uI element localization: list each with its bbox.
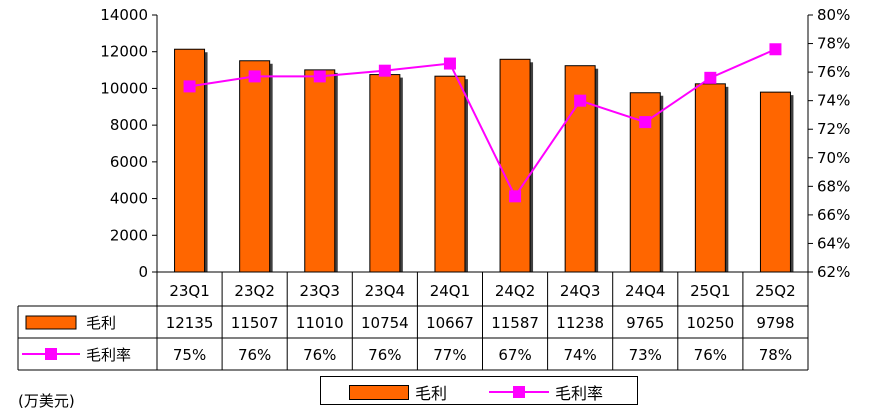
row-key-gross-profit (25, 315, 77, 330)
right-tick-label: 64% (817, 234, 850, 252)
bar-23Q3 (304, 69, 336, 273)
gross-margin-value: 76% (368, 346, 401, 364)
legend-item-gross-profit: 毛利 (349, 380, 447, 404)
gross-profit-value: 10250 (686, 314, 734, 332)
margin-marker-23Q4 (378, 64, 391, 77)
gross-profit-value: 11238 (556, 314, 604, 332)
legend-label-gross-profit: 毛利 (415, 384, 448, 403)
left-tick-label: 6000 (110, 153, 148, 171)
gross-profit-value: 9765 (626, 314, 664, 332)
bar-25Q2 (759, 91, 791, 273)
category-label: 23Q1 (169, 282, 209, 300)
bar-25Q1 (694, 83, 726, 273)
right-tick-label: 80% (817, 6, 850, 24)
gross-margin-value: 76% (303, 346, 336, 364)
gross-profit-value: 10754 (361, 314, 409, 332)
gross-profit-value: 12135 (166, 314, 214, 332)
right-tick-label: 68% (817, 177, 850, 195)
bar-24Q2 (499, 58, 531, 273)
margin-marker-23Q2 (248, 70, 261, 83)
bar-24Q1 (434, 75, 466, 273)
gross-margin-value: 78% (759, 346, 792, 364)
margin-marker-25Q2 (769, 43, 782, 56)
category-label: 23Q3 (300, 282, 340, 300)
right-tick-label: 66% (817, 206, 850, 224)
gross-margin-value: 67% (498, 346, 531, 364)
gross-profit-value: 11010 (296, 314, 344, 332)
left-tick-label: 10000 (100, 79, 148, 97)
category-label: 23Q4 (365, 282, 405, 300)
right-tick-label: 78% (817, 35, 850, 53)
category-label: 25Q2 (755, 282, 795, 300)
right-tick-label: 70% (817, 149, 850, 167)
category-label: 24Q2 (495, 282, 535, 300)
row-key-marker (45, 348, 57, 360)
right-tick-label: 62% (817, 263, 850, 281)
margin-marker-24Q4 (639, 116, 652, 129)
gross-margin-value: 76% (694, 346, 727, 364)
left-tick-label: 2000 (110, 226, 148, 244)
unit-note: (万美元) (18, 392, 75, 410)
gross-profit-value: 11587 (491, 314, 539, 332)
margin-line (189, 48, 776, 199)
row-header-gross-profit: 毛利 (86, 314, 116, 332)
margin-marker-24Q1 (443, 57, 456, 70)
legend: 毛利 毛利率 (320, 376, 638, 405)
margin-marker-25Q1 (704, 71, 717, 84)
bar-23Q4 (369, 74, 401, 273)
left-tick-label: 4000 (110, 190, 148, 208)
bar-23Q2 (239, 60, 271, 273)
category-label: 24Q1 (430, 282, 470, 300)
left-tick-label: 8000 (110, 116, 148, 134)
gross-profit-value: 11507 (231, 314, 279, 332)
margin-marker-24Q2 (509, 190, 522, 203)
legend-item-gross-margin: 毛利率 (489, 380, 603, 404)
margin-marker-24Q3 (574, 94, 587, 107)
legend-line-swatch (489, 382, 549, 402)
gross-margin-value: 73% (629, 346, 662, 364)
left-tick-label: 0 (138, 263, 148, 281)
category-label: 23Q2 (234, 282, 274, 300)
legend-bar-swatch (349, 384, 409, 400)
row-header-gross-margin: 毛利率 (86, 346, 131, 364)
gross-margin-value: 76% (238, 346, 271, 364)
gross-margin-value: 75% (173, 346, 206, 364)
margin-marker-23Q3 (313, 70, 326, 83)
legend-label-gross-margin: 毛利率 (555, 384, 604, 403)
category-label: 25Q1 (690, 282, 730, 300)
margin-marker-23Q1 (183, 80, 196, 93)
gross-profit-value: 9798 (756, 314, 794, 332)
left-tick-label: 12000 (100, 43, 148, 61)
gross-margin-value: 77% (433, 346, 466, 364)
gross-margin-value: 74% (563, 346, 596, 364)
right-tick-label: 74% (817, 92, 850, 110)
category-label: 24Q3 (560, 282, 600, 300)
right-tick-label: 76% (817, 63, 850, 81)
category-label: 24Q4 (625, 282, 665, 300)
gross-profit-value: 10667 (426, 314, 474, 332)
left-tick-label: 14000 (100, 6, 148, 24)
right-tick-label: 72% (817, 120, 850, 138)
